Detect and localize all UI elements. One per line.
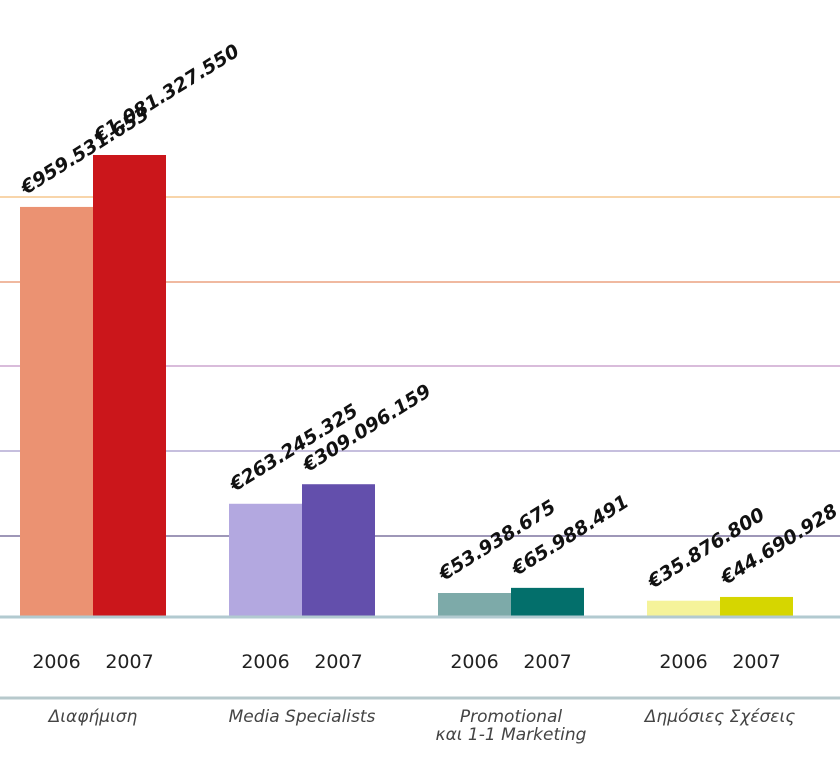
year-tick-label: 2007 (732, 651, 780, 673)
category-label: Promotional και 1-1 Marketing (435, 707, 587, 745)
year-tick-label: 2007 (105, 651, 153, 673)
bar (229, 503, 302, 616)
year-tick-label: 2007 (314, 651, 362, 673)
value-label: €44.690.928 (716, 500, 840, 590)
year-tick-label: 2006 (659, 651, 707, 673)
bar (647, 600, 720, 616)
bar (20, 206, 93, 616)
bar (511, 587, 584, 616)
year-tick-label: 2006 (32, 651, 80, 673)
category-label: Media Specialists (228, 707, 376, 727)
year-tick-label: 2007 (523, 651, 571, 673)
bar (720, 596, 793, 616)
value-label: €35.876.800 (643, 504, 769, 594)
bar (93, 155, 166, 616)
bar (302, 484, 375, 616)
category-label: Δημόσιες Σχέσεις (644, 707, 796, 727)
value-label: €1.081.327.550 (89, 40, 243, 148)
year-tick-label: 2006 (241, 651, 289, 673)
year-tick-label: 2006 (450, 651, 498, 673)
bar (438, 593, 511, 616)
category-label: Διαφήμιση (48, 707, 138, 727)
